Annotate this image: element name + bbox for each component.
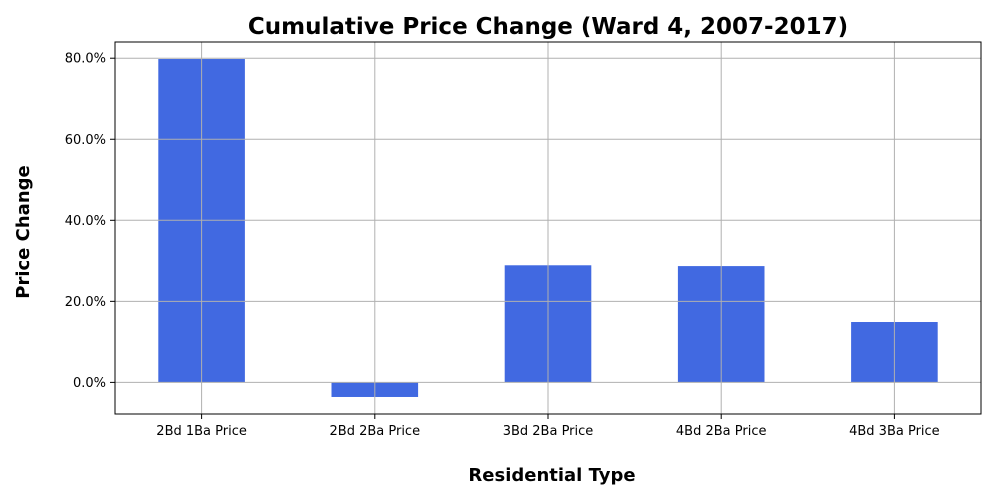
- x-tick-label: 2Bd 2Ba Price: [330, 424, 421, 439]
- y-tick-label: 40.0%: [65, 214, 106, 229]
- y-axis-ticks: 0.0% 20.0% 40.0% 60.0% 80.0%: [65, 52, 115, 391]
- y-tick-label: 20.0%: [65, 295, 106, 310]
- x-axis-label: Residential Type: [468, 465, 635, 486]
- x-tick-label: 2Bd 1Ba Price: [156, 424, 247, 439]
- x-tick-label: 3Bd 2Ba Price: [503, 424, 594, 439]
- grid-lines: [115, 42, 981, 414]
- y-tick-label: 0.0%: [73, 376, 106, 391]
- y-tick-label: 80.0%: [65, 52, 106, 67]
- x-tick-label: 4Bd 3Ba Price: [849, 424, 940, 439]
- y-tick-label: 60.0%: [65, 133, 106, 148]
- x-tick-label: 4Bd 2Ba Price: [676, 424, 767, 439]
- chart-title: Cumulative Price Change (Ward 4, 2007-20…: [248, 14, 848, 40]
- y-axis-label: Price Change: [13, 165, 34, 298]
- x-axis-ticks: 2Bd 1Ba Price 2Bd 2Ba Price 3Bd 2Ba Price 4…: [156, 414, 940, 439]
